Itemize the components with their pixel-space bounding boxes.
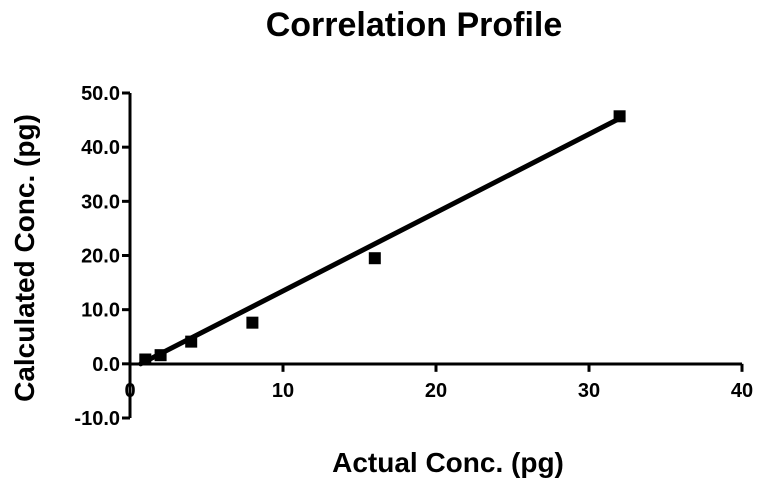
- x-tick-label: 40: [731, 380, 753, 402]
- y-tick-label: 30.0: [81, 191, 120, 213]
- y-tick-label: 50.0: [81, 83, 120, 105]
- x-tick-label: 0: [124, 380, 135, 402]
- x-tick-label: 20: [425, 380, 447, 402]
- data-point: [139, 353, 152, 366]
- fit-line: [138, 115, 623, 367]
- plot-area: 50.0 40.0 30.0 20.0 10.0 0.0 -10.0 0 10 20 30 40: [74, 83, 753, 430]
- x-ticks: 0 10 20 30 40: [124, 363, 753, 402]
- x-axis-title: Actual Conc. (pg): [332, 447, 564, 478]
- y-tick-label: -10.0: [74, 408, 120, 430]
- y-ticks: 50.0 40.0 30.0 20.0 10.0 0.0 -10.0: [74, 83, 130, 430]
- data-points: [139, 110, 626, 366]
- y-axis-title: Calculated Conc. (pg): [9, 114, 40, 402]
- data-point: [246, 316, 259, 329]
- x-tick-label: 10: [272, 380, 294, 402]
- x-tick-label: 30: [578, 380, 600, 402]
- y-tick-label: 20.0: [81, 246, 120, 268]
- data-point: [613, 110, 626, 123]
- fit-line-group: [138, 115, 623, 367]
- chart-title: Correlation Profile: [266, 6, 563, 44]
- data-point: [185, 335, 198, 348]
- y-tick-label: 40.0: [81, 137, 120, 159]
- data-point: [154, 349, 167, 362]
- y-tick-label: 10.0: [81, 300, 120, 322]
- data-point: [368, 252, 381, 265]
- y-tick-label: 0.0: [92, 354, 120, 376]
